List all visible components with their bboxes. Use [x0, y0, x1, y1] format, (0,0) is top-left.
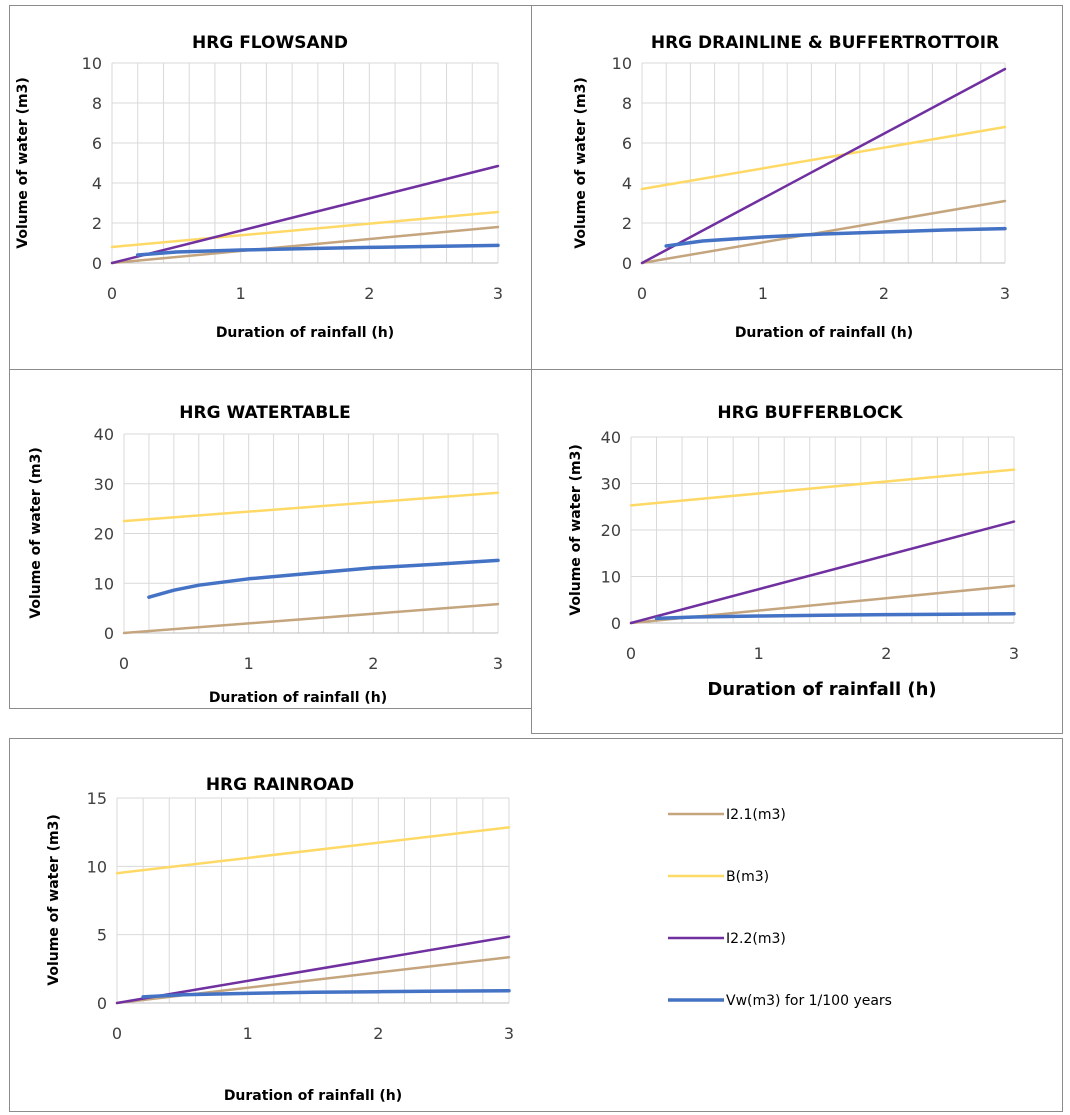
- chart-hrg-bufferblock: 0 10 20 30 40 0 1 2 3 HRG BUFFERBLOCK Duration of …: [568, 403, 1019, 700]
- series-line-vw-m3-for-1-100-years: [135, 243, 500, 257]
- y-tick-label: 10: [82, 54, 102, 73]
- y-tick-label: 15: [87, 789, 107, 808]
- y-tick-label: 0: [104, 624, 114, 643]
- x-tick-label: 2: [879, 284, 889, 303]
- x-axis-label: Duration of rainfall (h): [707, 679, 936, 700]
- chart-title: HRG RAINROAD: [206, 775, 354, 795]
- series-line-b-m3-: [640, 125, 1007, 191]
- x-tick-label: 3: [1009, 644, 1019, 663]
- legend-label: I2.2(m3): [726, 931, 786, 947]
- series-line-vw-m3-for-1-100-years: [654, 611, 1016, 621]
- y-tick-label: 40: [94, 425, 114, 444]
- series-line-i2-1-m3-: [640, 199, 1007, 265]
- x-tick-label: 3: [1000, 284, 1010, 303]
- chart-hrg-rainroad: 0 5 10 15 0 1 2 3 HRG RAINROAD Duration of rainfa…: [46, 775, 514, 1104]
- x-tick-label: 3: [493, 654, 503, 673]
- y-tick-label: 6: [92, 134, 102, 153]
- chart-title: HRG DRAINLINE & BUFFERTROTTOIR: [651, 33, 999, 53]
- y-tick-label: 10: [87, 857, 107, 876]
- y-tick-label: 4: [92, 174, 102, 193]
- x-tick-label: 3: [504, 1024, 514, 1043]
- series-line-i2-2-m3-: [110, 164, 500, 265]
- y-tick-label: 30: [94, 475, 114, 494]
- y-tick-label: 5: [97, 926, 107, 945]
- chart-panel-bufferblock: [531, 369, 1063, 734]
- x-axis-label: Duration of rainfall (h): [735, 325, 913, 341]
- x-tick-label: 0: [112, 1024, 122, 1043]
- y-tick-label: 8: [92, 94, 102, 113]
- y-axis-label: Volume of water (m3): [568, 444, 584, 615]
- x-tick-label: 1: [758, 284, 768, 303]
- series-line-b-m3-: [629, 468, 1016, 507]
- x-tick-label: 2: [368, 654, 378, 673]
- chart-panel-rainroad: [9, 738, 1063, 1112]
- y-axis-label: Volume of water (m3): [46, 814, 62, 985]
- y-tick-label: 2: [622, 214, 632, 233]
- y-axis-label: Volume of water (m3): [28, 447, 44, 618]
- chart-hrg-flowsand: 0 2 4 6 8 10 0 1 2 3 HRG FLOWSAND Duration of rainf…: [15, 33, 503, 341]
- x-tick-label: 3: [493, 284, 503, 303]
- series-line-i2-1-m3-: [110, 225, 500, 265]
- y-tick-label: 20: [601, 521, 621, 540]
- x-tick-label: 1: [243, 1024, 253, 1043]
- chart-panel-flowsand: [9, 5, 532, 370]
- x-tick-label: 0: [637, 284, 647, 303]
- x-tick-label: 1: [754, 644, 764, 663]
- series-line-b-m3-: [110, 210, 500, 249]
- x-axis-label: Duration of rainfall (h): [216, 325, 394, 341]
- x-tick-label: 1: [244, 654, 254, 673]
- series-line-b-m3-: [115, 826, 511, 875]
- x-tick-label: 0: [626, 644, 636, 663]
- x-tick-label: 2: [364, 284, 374, 303]
- chart-title: HRG WATERTABLE: [179, 403, 350, 423]
- chart-title: HRG BUFFERBLOCK: [717, 403, 903, 423]
- chart-panel-drainline: [531, 5, 1063, 370]
- series-line-vw-m3-for-1-100-years: [141, 988, 511, 999]
- x-tick-label: 0: [119, 654, 129, 673]
- y-tick-label: 8: [622, 94, 632, 113]
- y-tick-label: 40: [601, 428, 621, 447]
- y-tick-label: 2: [92, 214, 102, 233]
- y-tick-label: 20: [94, 525, 114, 544]
- y-tick-label: 4: [622, 174, 632, 193]
- y-axis-label: Volume of water (m3): [573, 77, 589, 248]
- series-line-vw-m3-for-1-100-years: [147, 558, 500, 599]
- y-tick-label: 0: [622, 254, 632, 273]
- series-line-i2-1-m3-: [122, 602, 500, 635]
- chart-title: HRG FLOWSAND: [192, 33, 348, 53]
- chart-hrg-drainline-buffertrottoir: 0 2 4 6 8 10 0 1 2 3 HRG DRAINLINE & BUFFERTROTTOI…: [573, 33, 1010, 341]
- legend-label: I2.1(m3): [726, 807, 786, 823]
- legend: I2.1(m3) B(m3) I2.2(m3) Vw(m3) for 1/100 ye…: [668, 807, 892, 1009]
- chart-panel-watertable: [9, 369, 532, 709]
- series-line-i2-2-m3-: [115, 935, 511, 1005]
- y-tick-label: 0: [611, 614, 621, 633]
- x-axis-label: Duration of rainfall (h): [224, 1088, 402, 1104]
- x-tick-label: 2: [881, 644, 891, 663]
- x-tick-label: 0: [107, 284, 117, 303]
- y-tick-label: 10: [601, 568, 621, 587]
- series-line-vw-m3-for-1-100-years: [664, 226, 1007, 248]
- y-tick-label: 30: [601, 475, 621, 494]
- x-tick-label: 1: [236, 284, 246, 303]
- legend-label: B(m3): [726, 869, 769, 885]
- y-tick-label: 0: [97, 994, 107, 1013]
- x-axis-label: Duration of rainfall (h): [209, 690, 387, 706]
- chart-hrg-watertable: 0 10 20 30 40 0 1 2 3 HRG WATERTABLE Duration of r…: [28, 403, 503, 706]
- y-tick-label: 6: [622, 134, 632, 153]
- y-tick-label: 0: [92, 254, 102, 273]
- legend-label: Vw(m3) for 1/100 years: [726, 993, 892, 1009]
- series-line-i2-2-m3-: [640, 67, 1007, 265]
- y-tick-label: 10: [612, 54, 632, 73]
- y-tick-label: 10: [94, 574, 114, 593]
- series-line-i2-2-m3-: [629, 520, 1016, 625]
- x-tick-label: 2: [373, 1024, 383, 1043]
- y-axis-label: Volume of water (m3): [15, 77, 31, 248]
- series-line-b-m3-: [122, 491, 500, 523]
